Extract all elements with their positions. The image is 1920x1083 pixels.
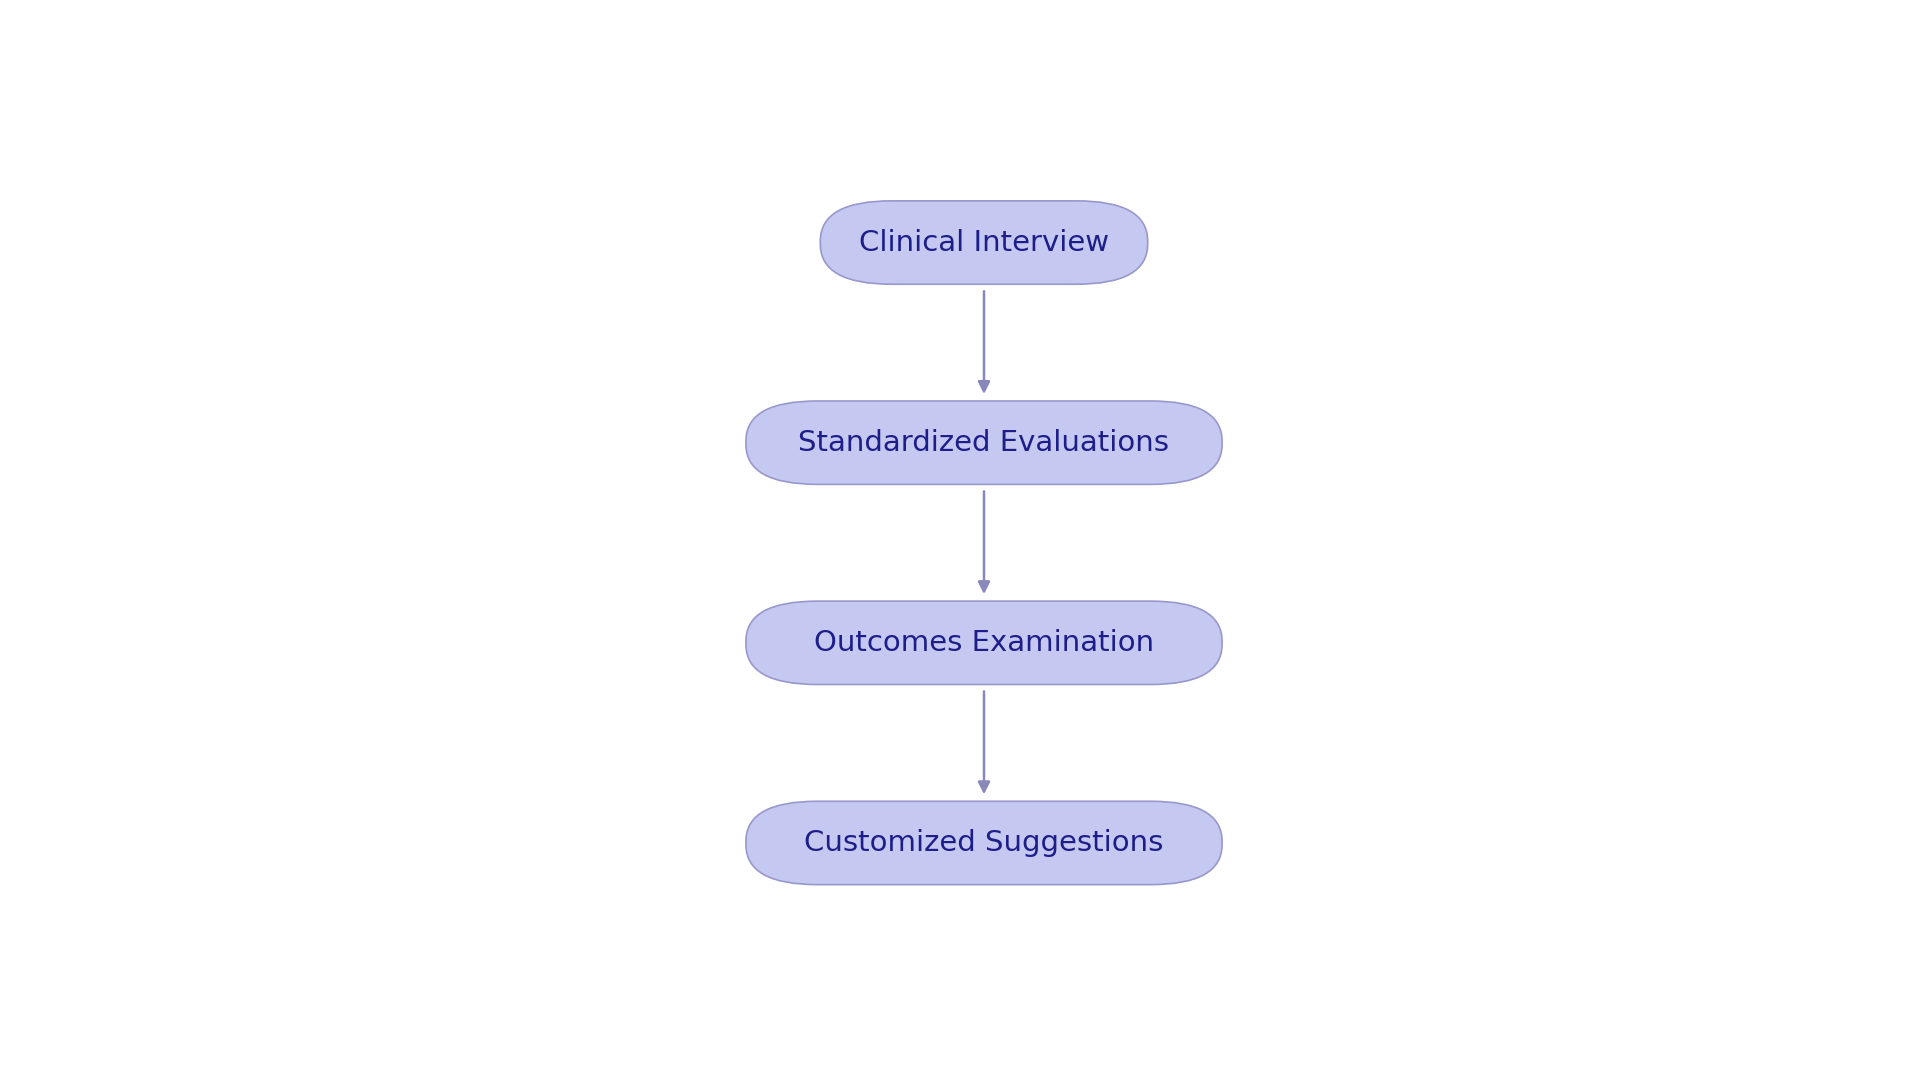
Text: Customized Suggestions: Customized Suggestions	[804, 828, 1164, 857]
FancyBboxPatch shape	[745, 401, 1221, 484]
Text: Outcomes Examination: Outcomes Examination	[814, 629, 1154, 656]
Text: Clinical Interview: Clinical Interview	[858, 229, 1110, 257]
Text: Standardized Evaluations: Standardized Evaluations	[799, 429, 1169, 457]
FancyBboxPatch shape	[820, 200, 1148, 284]
FancyBboxPatch shape	[745, 801, 1221, 885]
FancyBboxPatch shape	[745, 601, 1221, 684]
